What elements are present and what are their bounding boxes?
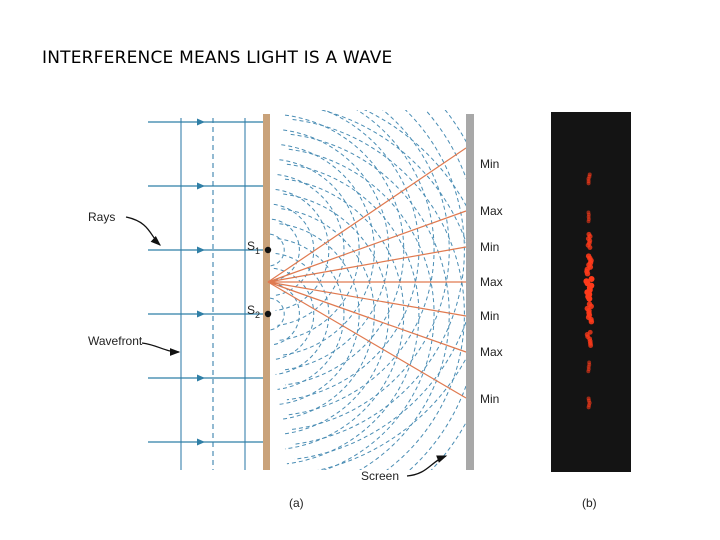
- rays-pointer: [126, 217, 160, 245]
- slit-s2: [265, 311, 271, 317]
- min-label: Min: [480, 309, 499, 323]
- wavefront-label: Wavefront: [88, 334, 143, 348]
- max-label: Max: [480, 275, 503, 289]
- s2-label: S2: [247, 303, 260, 320]
- wavefront-arc: [276, 190, 329, 311]
- incident-waves: [181, 118, 245, 470]
- screen-label: Screen: [361, 469, 399, 483]
- fringe-rays: [268, 148, 466, 398]
- wavefront-arc: [270, 234, 284, 266]
- fringe-dot: [587, 405, 591, 409]
- wavefront-pointer: [142, 343, 179, 352]
- max-label: Max: [480, 204, 503, 218]
- screen-bar: [466, 114, 474, 470]
- fringe-labels: Min Max Min Max Min Max Min: [480, 157, 503, 406]
- slit-barrier: [263, 114, 270, 470]
- fringe-ray: [268, 247, 466, 282]
- max-label: Max: [480, 345, 503, 359]
- wavefront-arc: [278, 239, 344, 390]
- ray-arrowhead: [197, 183, 205, 190]
- fringe-dot: [585, 271, 590, 276]
- min-label: Min: [480, 392, 499, 406]
- ray-arrowhead: [197, 119, 205, 126]
- s2-subscript: 2: [255, 310, 260, 320]
- wavefront-arc: [287, 164, 419, 464]
- ray-arrowhead: [197, 311, 205, 318]
- fringe-ray: [268, 148, 466, 282]
- wavefront-arc: [293, 56, 465, 445]
- wavefront-arc: [285, 179, 404, 449]
- min-label: Min: [480, 157, 499, 171]
- wavefront-arc: [270, 298, 284, 330]
- wavefront-arc: [279, 160, 359, 341]
- min-label: Min: [480, 240, 499, 254]
- ray-arrowhead: [197, 439, 205, 446]
- fringe-dot: [587, 181, 591, 185]
- rays-label: Rays: [88, 210, 115, 224]
- wavefront-arc: [279, 224, 359, 405]
- panel-b-label: (b): [582, 496, 597, 510]
- wavefront-arc: [278, 175, 344, 326]
- fringe-dot: [587, 245, 592, 250]
- panel-a-label: (a): [289, 496, 304, 510]
- fringe-dot: [588, 343, 593, 348]
- fringe-dot: [586, 296, 592, 302]
- fringe-dot: [587, 219, 591, 223]
- fringe-dot: [589, 319, 594, 324]
- ray-arrowhead: [197, 247, 205, 254]
- fringe-dot: [586, 369, 590, 373]
- ray-arrowhead: [197, 375, 205, 382]
- s1-subscript: 1: [255, 246, 260, 256]
- incident-rays: [148, 119, 263, 446]
- slit-s1: [265, 247, 271, 253]
- wavefront-arc: [293, 120, 465, 509]
- screen-pointer: [407, 456, 446, 476]
- wavefront-arc: [272, 219, 299, 281]
- s1-label: S1: [247, 239, 260, 256]
